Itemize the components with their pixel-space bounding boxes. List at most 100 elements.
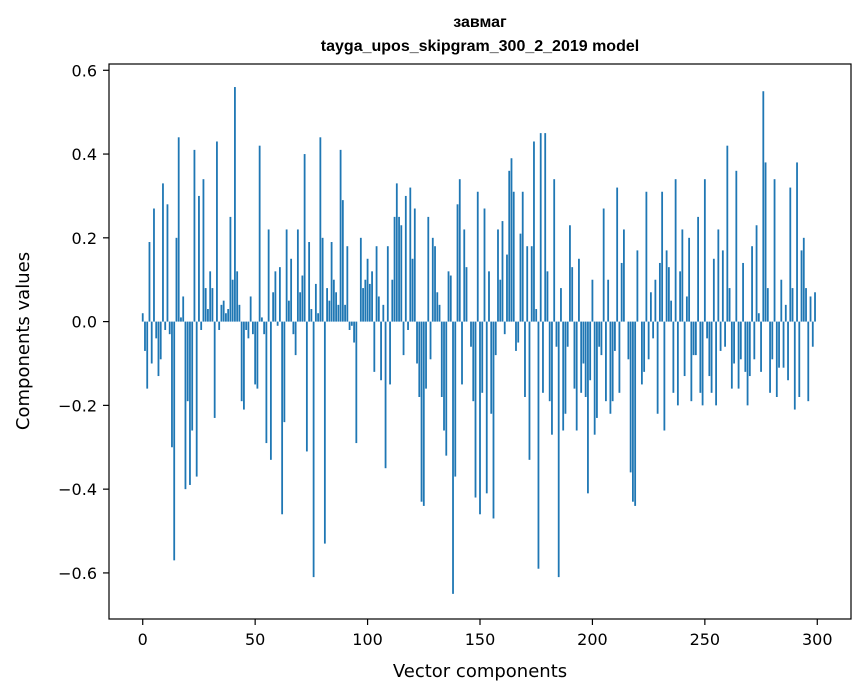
bar-183 — [553, 179, 556, 322]
x-axis-ticks: 0 50 100 150 200 250 300 — [138, 619, 833, 649]
bar-164 — [510, 158, 513, 322]
bar-65 — [287, 300, 290, 322]
bar-281 — [773, 179, 776, 322]
bar-112 — [393, 216, 396, 322]
bar-176 — [537, 321, 540, 569]
bar-223 — [643, 321, 646, 372]
bar-0 — [141, 313, 144, 322]
bar-141 — [458, 179, 461, 322]
bar-38 — [227, 309, 230, 322]
bar-157 — [494, 321, 497, 356]
bar-196 — [582, 321, 585, 364]
bar-89 — [341, 200, 344, 322]
bar-197 — [584, 321, 587, 397]
y-tick-label: 0.6 — [72, 61, 97, 80]
bar-11 — [166, 204, 169, 322]
y-axis-label: Components values — [13, 252, 34, 430]
bar-168 — [519, 233, 522, 322]
bar-109 — [386, 246, 389, 322]
bar-61 — [278, 267, 281, 322]
bar-227 — [652, 321, 655, 339]
chart-title: завмаг — [453, 14, 507, 31]
bar-238 — [676, 321, 679, 406]
bar-265 — [737, 321, 740, 389]
bar-117 — [404, 195, 407, 322]
bar-233 — [665, 250, 668, 322]
bar-2 — [146, 321, 149, 389]
bar-207 — [607, 279, 610, 322]
x-tick-label: 250 — [690, 630, 721, 649]
bar-154 — [488, 271, 490, 322]
y-axis-ticks: −0.6 −0.4 −0.2 0.0 0.2 0.4 0.6 — [58, 61, 109, 583]
bar-293 — [800, 250, 803, 322]
bar-63 — [283, 321, 286, 423]
bar-243 — [688, 237, 691, 322]
bar-47 — [247, 321, 250, 339]
bar-275 — [760, 321, 762, 372]
bar-126 — [425, 321, 427, 389]
bar-69 — [296, 229, 299, 322]
bar-143 — [463, 229, 466, 322]
bar-127 — [427, 216, 430, 322]
bar-159 — [499, 279, 502, 322]
y-tick-label: −0.4 — [58, 480, 97, 499]
bar-263 — [733, 321, 735, 364]
bar-37 — [225, 313, 227, 322]
bar-200 — [591, 279, 594, 322]
bar-42 — [236, 271, 239, 322]
bar-187 — [562, 321, 565, 431]
bar-41 — [234, 87, 236, 322]
bar-226 — [649, 292, 652, 322]
bar-57 — [269, 321, 272, 460]
bar-299 — [814, 292, 816, 322]
bar-266 — [739, 321, 742, 360]
bar-224 — [645, 191, 648, 322]
bar-161 — [503, 321, 506, 335]
bar-188 — [564, 321, 567, 414]
bar-150 — [479, 321, 481, 515]
bar-194 — [578, 258, 580, 322]
bar-272 — [753, 321, 756, 360]
bar-76 — [312, 321, 315, 578]
bar-277 — [764, 162, 767, 322]
bar-5 — [153, 208, 155, 322]
bar-125 — [422, 321, 425, 506]
bar-248 — [699, 321, 702, 393]
bar-18 — [182, 296, 185, 322]
bar-292 — [798, 321, 801, 397]
bar-99 — [364, 279, 367, 322]
bar-130 — [434, 246, 436, 322]
bar-29 — [207, 309, 209, 322]
bar-291 — [796, 162, 798, 322]
bar-189 — [566, 321, 569, 347]
bar-94 — [353, 321, 355, 343]
bar-124 — [420, 321, 423, 502]
bar-111 — [391, 279, 394, 322]
bar-210 — [614, 321, 616, 351]
bar-50 — [254, 321, 257, 385]
bar-95 — [355, 321, 358, 444]
bar-182 — [551, 321, 553, 435]
bar-106 — [380, 321, 382, 381]
bar-80 — [321, 237, 324, 322]
bar-3 — [148, 242, 151, 322]
bar-264 — [735, 170, 738, 322]
bar-270 — [748, 321, 751, 377]
bar-239 — [679, 271, 682, 322]
bar-53 — [261, 317, 263, 322]
bar-147 — [472, 321, 475, 402]
bar-165 — [512, 191, 515, 322]
bar-152 — [483, 208, 486, 322]
bar-181 — [548, 321, 551, 402]
bar-107 — [382, 304, 385, 322]
bar-298 — [811, 321, 814, 347]
bar-20 — [186, 321, 189, 402]
bar-122 — [416, 321, 418, 364]
bar-280 — [771, 321, 774, 360]
bar-70 — [299, 292, 302, 322]
bar-131 — [436, 292, 439, 322]
x-tick-label: 150 — [465, 630, 496, 649]
bar-114 — [398, 216, 400, 322]
bar-104 — [375, 246, 378, 322]
bar-59 — [274, 271, 277, 322]
